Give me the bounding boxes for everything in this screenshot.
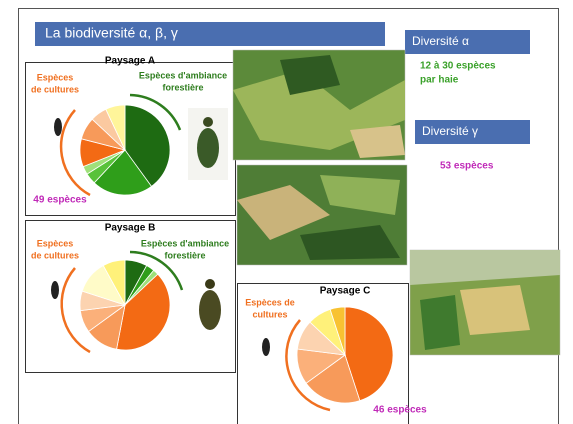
alpha-label: Diversité α xyxy=(412,34,469,48)
forest-label: forestière xyxy=(162,82,203,92)
crop-label: cultures xyxy=(252,309,287,319)
crop-label: de cultures xyxy=(31,250,79,260)
gamma-label: Diversité γ xyxy=(422,124,478,138)
forest-label: Espèces d'ambiance xyxy=(139,70,227,80)
aerial-photo xyxy=(237,165,407,265)
slide: La biodiversité α, β, γ Diversité α 12 à… xyxy=(0,0,573,424)
slide-title: La biodiversité α, β, γ xyxy=(45,25,178,41)
alpha-value: 12 à 30 espèces xyxy=(420,61,496,72)
landscape-title: Paysage C xyxy=(320,286,371,297)
landscape-title: Paysage B xyxy=(105,223,156,234)
alpha-value: par haie xyxy=(420,75,459,86)
landscape-title: Paysage A xyxy=(105,56,155,67)
crop-label: de cultures xyxy=(31,84,79,94)
species-count: 49 espèces xyxy=(33,195,87,206)
aerial-photo xyxy=(410,250,560,355)
species-count: 46 espèces xyxy=(373,405,427,416)
forest-label: forestière xyxy=(164,250,205,260)
crop-label: Espèces de xyxy=(245,297,295,307)
gamma-value: 53 espèces xyxy=(440,161,494,172)
forest-label: Espèces d'ambiance xyxy=(141,238,229,248)
aerial-photo xyxy=(233,50,405,160)
crop-label: Espèces xyxy=(37,72,74,82)
crop-label: Espèces xyxy=(37,238,74,248)
